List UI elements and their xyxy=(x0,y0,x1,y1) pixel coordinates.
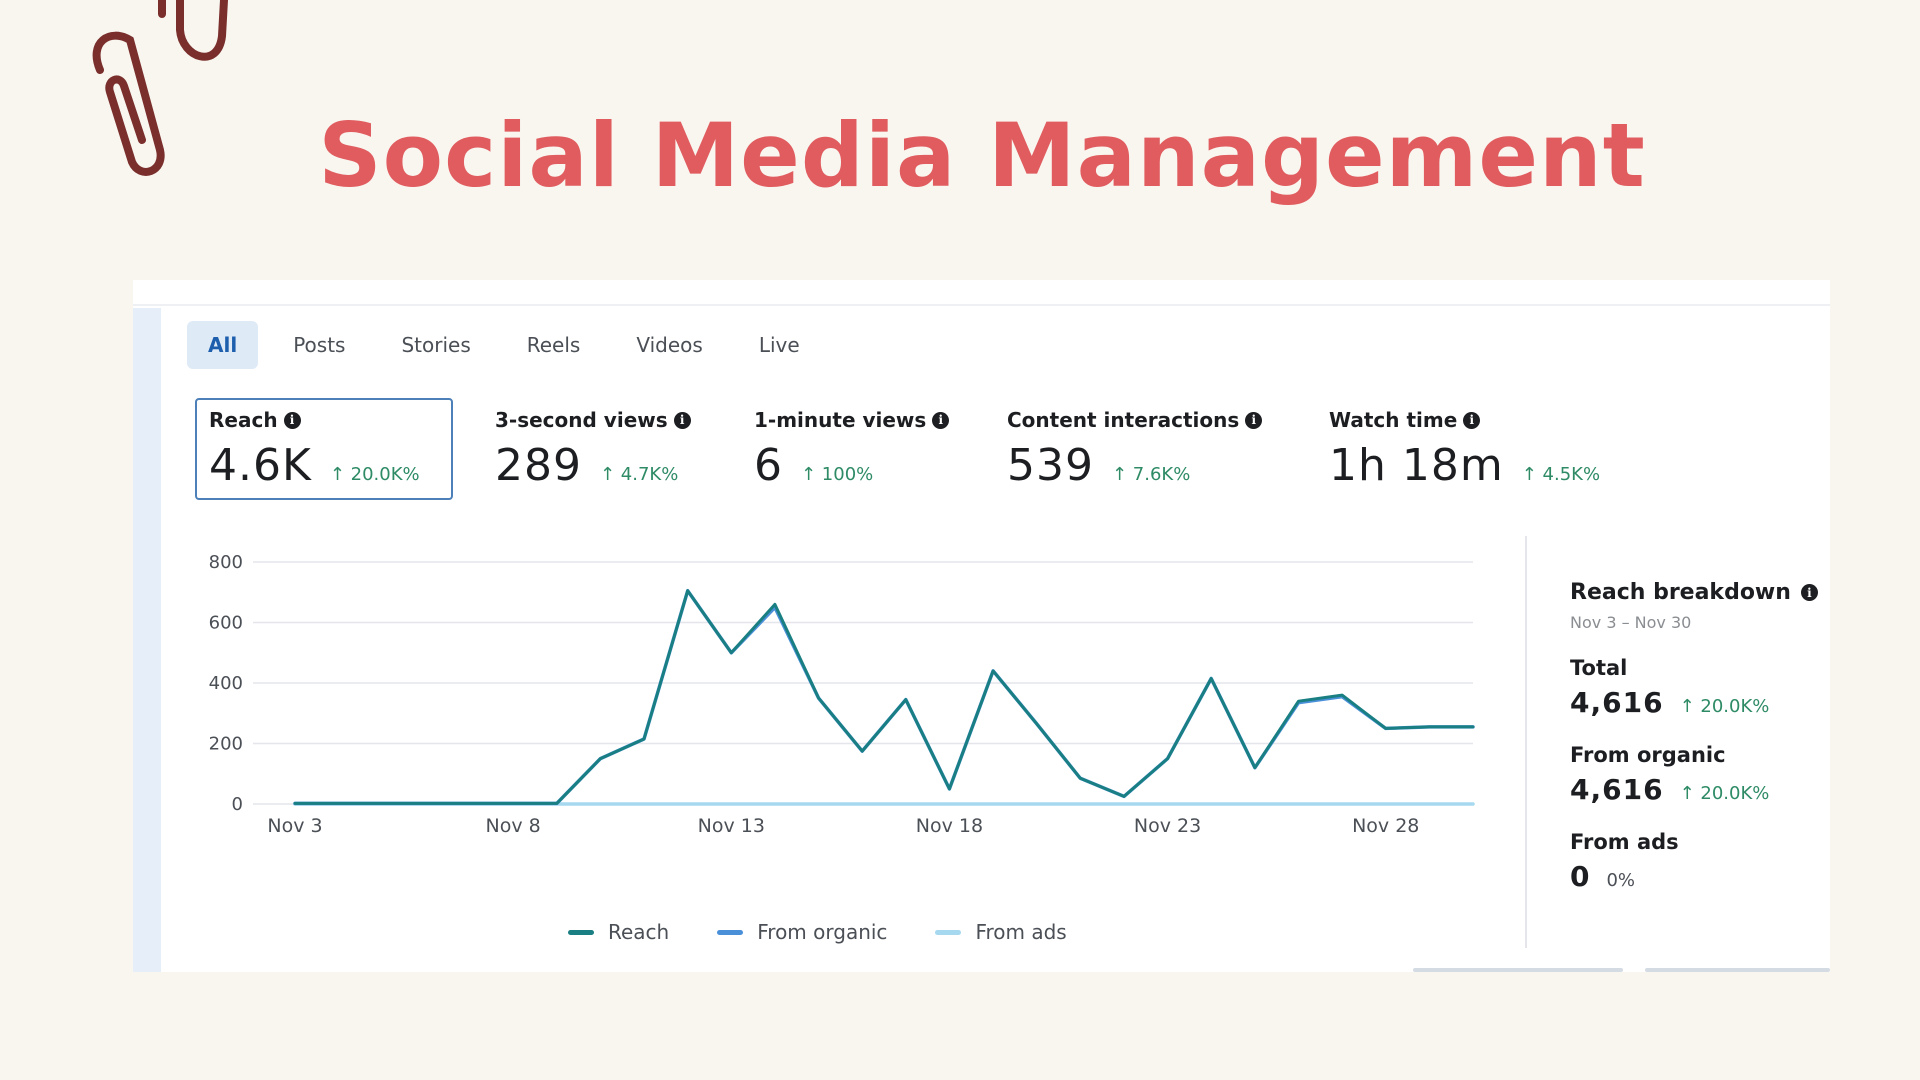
breakdown-value: 4,616 xyxy=(1570,686,1664,719)
metric-label-text: Watch time xyxy=(1329,408,1458,432)
tab-all[interactable]: All xyxy=(187,321,259,369)
metric-row: 1h 18m ↑ 4.5K% xyxy=(1329,440,1649,491)
breakdown-label-ads: From ads xyxy=(1570,830,1679,854)
info-icon[interactable]: i xyxy=(1800,584,1818,601)
y-tick-label: 400 xyxy=(209,673,243,694)
metric-label: Watch time i xyxy=(1329,408,1649,432)
y-tick-label: 800 xyxy=(209,552,243,573)
panel-left-rail xyxy=(133,308,161,972)
metric-label: 1-minute views i xyxy=(754,408,988,432)
tab-reels[interactable]: Reels xyxy=(526,333,581,357)
metric-card-3-second-views[interactable]: 3-second views i 289 ↑ 4.7K% xyxy=(495,398,745,510)
info-icon[interactable]: i xyxy=(283,411,301,429)
breakdown-title-text: Reach breakdown xyxy=(1570,580,1791,605)
breakdown-row-organic: 4,616 ↑ 20.0K% xyxy=(1570,773,1830,806)
metric-value: 289 xyxy=(495,440,582,491)
x-tick-label: Nov 3 xyxy=(267,815,322,837)
metric-label-text: Reach xyxy=(209,408,278,432)
breakdown-label-organic: From organic xyxy=(1570,743,1726,767)
reach-line-chart: 0 200 400 600 800 Nov 3 Nov 8 Nov 13 Nov 18 Nov 2… xyxy=(209,552,1475,837)
metric-change: ↑ 7.6K% xyxy=(1111,464,1191,485)
metric-row: 6 ↑ 100% xyxy=(754,440,988,491)
y-tick-label: 0 xyxy=(232,794,243,815)
reach-breakdown: Reach breakdown i Nov 3 – Nov 30 Total 4… xyxy=(1570,580,1830,893)
x-tick-label: Nov 23 xyxy=(1134,815,1201,837)
x-tick-label: Nov 28 xyxy=(1352,815,1419,837)
tab-posts[interactable]: Posts xyxy=(293,333,346,357)
legend-label: Reach xyxy=(608,920,670,944)
legend-label: From organic xyxy=(757,920,888,944)
tab-live[interactable]: Live xyxy=(758,333,800,357)
metric-value: 539 xyxy=(1007,440,1094,491)
tab-stories[interactable]: Stories xyxy=(401,333,471,357)
y-tick-label: 600 xyxy=(209,613,243,634)
metric-value: 1h 18m xyxy=(1329,440,1504,491)
breakdown-title: Reach breakdown i xyxy=(1570,580,1830,605)
breakdown-value: 4,616 xyxy=(1570,773,1664,806)
metric-change: ↑ 20.0K% xyxy=(329,464,420,485)
metric-row: 4.6K ↑ 20.0K% xyxy=(209,440,451,491)
scroll-indicator[interactable] xyxy=(1645,968,1830,972)
metric-label: Content interactions i xyxy=(1007,408,1307,432)
breakdown-change: ↑ 20.0K% xyxy=(1679,783,1770,804)
legend-swatch xyxy=(717,929,744,935)
panel-top-divider xyxy=(133,304,1830,306)
page-title: Social Media Management xyxy=(318,104,1646,207)
x-tick-label: Nov 18 xyxy=(916,815,983,837)
info-icon[interactable]: i xyxy=(1245,411,1263,429)
scroll-indicator[interactable] xyxy=(1413,968,1623,972)
metric-change: ↑ 4.7K% xyxy=(599,464,679,485)
metric-label: 3-second views i xyxy=(495,408,745,432)
metric-card-reach[interactable]: Reach i 4.6K ↑ 20.0K% xyxy=(195,398,453,500)
breakdown-row-ads: 0 0% xyxy=(1570,860,1830,893)
x-tick-label: Nov 8 xyxy=(486,815,541,837)
legend-swatch xyxy=(935,929,962,935)
metric-card-watch-time[interactable]: Watch time i 1h 18m ↑ 4.5K% xyxy=(1329,398,1649,510)
breakdown-label-total: Total xyxy=(1570,656,1628,680)
info-icon[interactable]: i xyxy=(673,411,691,429)
legend-swatch xyxy=(568,929,594,935)
metric-label-text: 1-minute views xyxy=(754,408,927,432)
metric-label-text: 3-second views xyxy=(495,408,668,432)
metric-label: Reach i xyxy=(209,408,451,432)
tab-videos[interactable]: Videos xyxy=(636,333,703,357)
breakdown-change: ↑ 20.0K% xyxy=(1679,696,1770,717)
metric-row: 539 ↑ 7.6K% xyxy=(1007,440,1307,491)
x-tick-label: Nov 13 xyxy=(698,815,765,837)
legend-label: From ads xyxy=(975,920,1067,944)
series-line-reach xyxy=(293,589,1475,805)
paperclip-icon xyxy=(92,0,228,176)
metric-change: ↑ 4.5K% xyxy=(1521,464,1601,485)
breakdown-value: 0 xyxy=(1570,860,1591,893)
legend-item-from-organic[interactable]: From organic xyxy=(717,920,887,944)
metric-card-1-minute-views[interactable]: 1-minute views i 6 ↑ 100% xyxy=(754,398,988,510)
metric-label-text: Content interactions xyxy=(1007,408,1240,432)
chart-legend: Reach From organic From ads xyxy=(568,920,1115,944)
breakdown-date-range: Nov 3 – Nov 30 xyxy=(1570,613,1692,632)
info-icon[interactable]: i xyxy=(932,411,950,429)
content-type-tabs: All Posts Stories Reels Videos Live xyxy=(187,320,835,370)
metric-row: 289 ↑ 4.7K% xyxy=(495,440,745,491)
legend-item-from-ads[interactable]: From ads xyxy=(935,920,1067,944)
metric-card-content-interactions[interactable]: Content interactions i 539 ↑ 7.6K% xyxy=(1007,398,1307,510)
breakdown-change: 0% xyxy=(1606,870,1636,891)
metric-change: ↑ 100% xyxy=(801,464,874,485)
metric-value: 6 xyxy=(754,440,783,491)
metric-value: 4.6K xyxy=(209,440,312,491)
insights-panel: All Posts Stories Reels Videos Live Reac… xyxy=(133,280,1830,972)
breakdown-row-total: 4,616 ↑ 20.0K% xyxy=(1570,686,1830,719)
info-icon[interactable]: i xyxy=(1463,411,1481,429)
legend-item-reach[interactable]: Reach xyxy=(568,920,669,944)
y-tick-label: 200 xyxy=(209,734,243,755)
panel-divider xyxy=(1525,536,1527,948)
